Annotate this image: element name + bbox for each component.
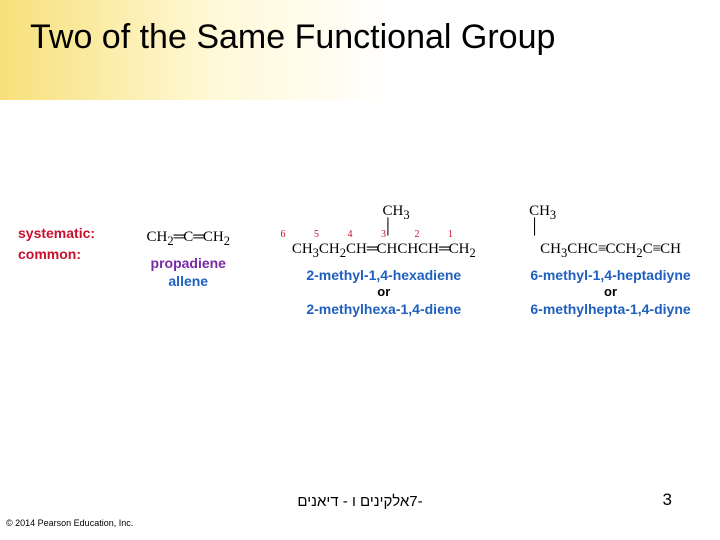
structure-1: CH2═C═CH2 bbox=[118, 229, 259, 249]
molecule-2: CH3│ 6 5 4 3 2 1 CH3CH2CH═CHCHCH═CH2 2-m… bbox=[267, 205, 502, 317]
or-3: or bbox=[509, 284, 712, 299]
systematic-name-3: 6-methyl-1,4-heptadiyne bbox=[509, 267, 712, 283]
common-name-3: 6-methylhepta-1,4-diyne bbox=[509, 301, 712, 317]
molecule-1: CH2═C═CH2 propadiene allene bbox=[110, 205, 267, 289]
copyright-text: © 2014 Pearson Education, Inc. bbox=[6, 518, 133, 528]
row-labels: systematic: common: bbox=[0, 205, 110, 265]
content-row: systematic: common: CH2═C═CH2 propadiene… bbox=[0, 205, 720, 335]
structure-3: CH3CHC≡CCH2C≡CH bbox=[509, 241, 712, 261]
label-common: common: bbox=[18, 244, 110, 265]
systematic-name-2: 2-methyl-1,4-hexadiene bbox=[275, 267, 494, 283]
page-number: 3 bbox=[663, 490, 672, 510]
branch-2: CH3│ bbox=[275, 205, 494, 235]
label-systematic: systematic: bbox=[18, 223, 110, 244]
footer: © 2014 Pearson Education, Inc. -7אלקינים… bbox=[0, 488, 720, 528]
molecule-3: CH3│ CH3CHC≡CCH2C≡CH 6-methyl-1,4-heptad… bbox=[501, 205, 720, 317]
page-title: Two of the Same Functional Group bbox=[30, 18, 720, 57]
branch-3: CH3│ bbox=[509, 205, 712, 235]
branch-1 bbox=[118, 205, 259, 229]
or-2: or bbox=[275, 284, 494, 299]
structure-2: CH3CH2CH═CHCHCH═CH2 bbox=[275, 241, 494, 261]
systematic-name-1: propadiene bbox=[118, 255, 259, 271]
common-name-1: allene bbox=[118, 273, 259, 289]
title-band: Two of the Same Functional Group bbox=[0, 0, 720, 100]
common-name-2: 2-methylhexa-1,4-diene bbox=[275, 301, 494, 317]
chapter-label: -7אלקינים ו - דיאנים bbox=[297, 493, 422, 510]
